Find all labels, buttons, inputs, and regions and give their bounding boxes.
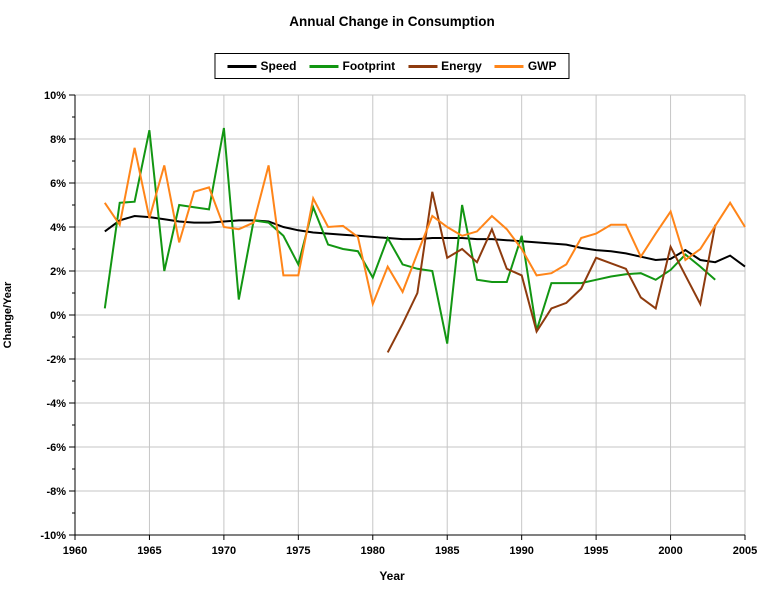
y-tick-label: 4% <box>50 222 66 234</box>
legend-item-speed: Speed <box>227 59 297 73</box>
x-tick-label: 1970 <box>212 545 236 557</box>
y-axis-title: Change/Year <box>2 281 14 349</box>
legend: Speed Footprint Energy GWP <box>214 53 570 79</box>
legend-line-swatch <box>227 64 257 68</box>
legend-line-swatch <box>309 64 339 68</box>
y-tick-label: 8% <box>50 134 66 146</box>
y-tick-label: 10% <box>44 90 66 102</box>
legend-line-swatch <box>408 64 438 68</box>
x-tick-label: 1985 <box>435 545 459 557</box>
y-tick-label: 2% <box>50 266 66 278</box>
y-tick-label: 6% <box>50 178 66 190</box>
y-tick-label: -6% <box>46 442 66 454</box>
legend-label: Speed <box>260 59 297 73</box>
chart-title: Annual Change in Consumption <box>289 14 495 29</box>
x-tick-label: 2005 <box>733 545 757 557</box>
legend-item-gwp: GWP <box>494 59 557 73</box>
series-line-footprint <box>103 127 716 344</box>
x-tick-label: 1975 <box>286 545 310 557</box>
x-tick-label: 1980 <box>361 545 385 557</box>
y-tick-label: -10% <box>40 530 66 542</box>
y-tick-label: 0% <box>50 310 66 322</box>
legend-item-energy: Energy <box>408 59 482 73</box>
series-line-energy <box>386 191 717 353</box>
x-tick-label: 2000 <box>658 545 682 557</box>
legend-line-swatch <box>494 64 524 68</box>
series-line-gwp <box>103 147 746 308</box>
legend-item-footprint: Footprint <box>309 59 396 73</box>
y-tick-label: -8% <box>46 486 66 498</box>
legend-label: GWP <box>527 59 557 73</box>
x-tick-label: 1965 <box>137 545 161 557</box>
y-tick-label: -4% <box>46 398 66 410</box>
legend-label: Footprint <box>342 59 396 73</box>
x-axis-title: Year <box>379 569 405 583</box>
x-tick-label: 1990 <box>509 545 533 557</box>
x-tick-label: 1995 <box>584 545 608 557</box>
x-tick-label: 1960 <box>63 545 87 557</box>
legend-label: Energy <box>441 59 482 73</box>
y-tick-label: -2% <box>46 354 66 366</box>
